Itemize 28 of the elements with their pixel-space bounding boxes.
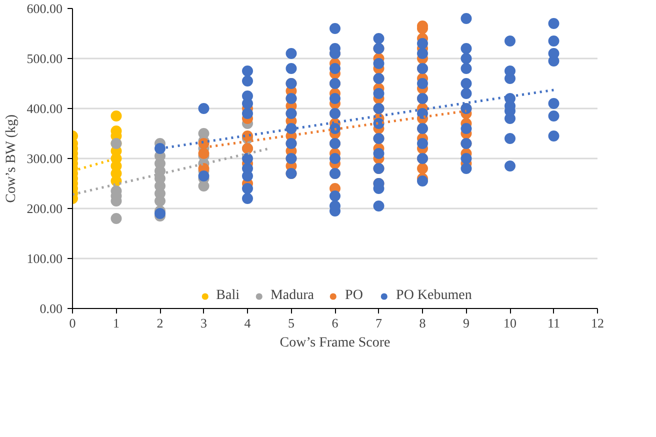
x-tick-label: 12 xyxy=(591,316,604,330)
x-tick-label: 0 xyxy=(69,316,76,330)
y-axis-title: Cow’s BW (kg) xyxy=(4,114,19,203)
point xyxy=(110,213,122,224)
x-tick-label: 4 xyxy=(244,316,252,330)
y-tick-label: 600.00 xyxy=(26,1,62,16)
y-tick-label: 200.00 xyxy=(26,201,62,216)
legend-label: Madura xyxy=(270,288,314,304)
x-tick-label: 11 xyxy=(547,316,560,330)
y-tick-label: 100.00 xyxy=(26,251,62,266)
x-tick-label: 8 xyxy=(419,316,426,330)
x-tick-label: 3 xyxy=(200,316,207,330)
point xyxy=(198,128,210,139)
legend-label: Bali xyxy=(216,288,240,304)
y-tick-label: 300.00 xyxy=(26,151,62,166)
legend-label: PO xyxy=(345,288,364,304)
x-axis-title: Cow’s Frame Score xyxy=(280,336,390,350)
y-tick-label: 0.00 xyxy=(40,301,62,316)
x-tick-label: 1 xyxy=(113,316,120,330)
x-tick-label: 2 xyxy=(156,316,164,330)
x-tick-label: 6 xyxy=(332,316,339,330)
x-tick-label: 7 xyxy=(376,316,382,330)
x-tick-label: 5 xyxy=(288,316,294,330)
x-tick-label: 9 xyxy=(463,316,470,330)
y-tick-label: 500.00 xyxy=(26,51,62,66)
x-tick-label: 10 xyxy=(504,316,516,330)
y-tick-label: 400.00 xyxy=(26,101,62,116)
legend-label: PO Kebumen xyxy=(396,288,472,304)
